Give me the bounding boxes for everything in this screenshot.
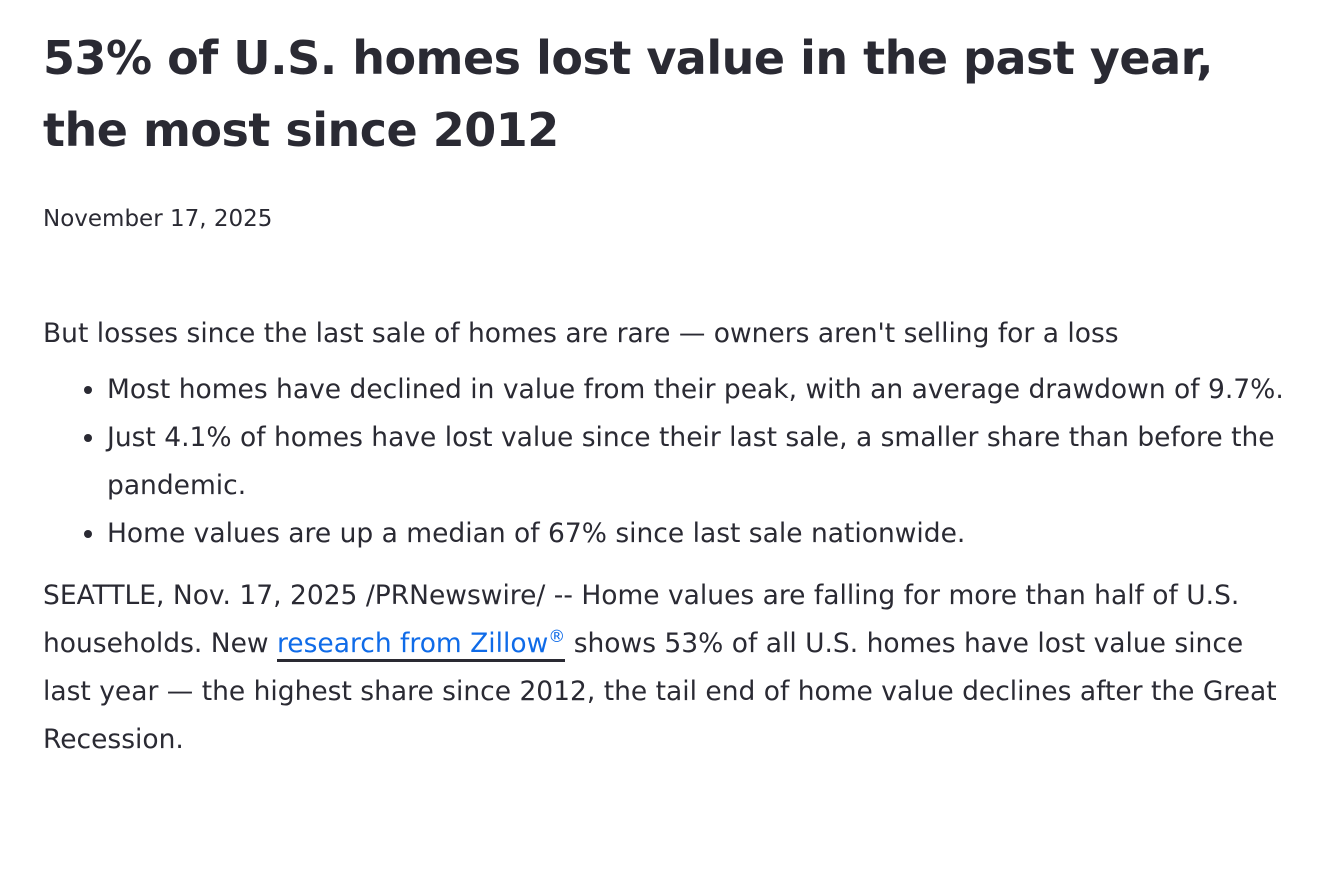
bullet-item: Just 4.1% of homes have lost value since… xyxy=(107,414,1303,510)
registered-mark[interactable]: ® xyxy=(548,627,566,648)
body-text: shows 53% of all U.S. homes have lost va… xyxy=(43,628,1277,755)
zillow-research-link[interactable]: research from Zillow® xyxy=(276,627,566,662)
bullet-item: Most homes have declined in value from t… xyxy=(107,366,1303,414)
headline: 53% of U.S. homes lost value in the past… xyxy=(43,31,1214,157)
publish-date: November 17, 2025 xyxy=(43,206,273,232)
body-text: SEATTLE, Nov. 17, 2025 /PRNewswire/ -- H… xyxy=(43,580,1240,659)
link-text[interactable]: research from Zillow xyxy=(276,628,549,659)
article: 53% of U.S. homes lost value in the past… xyxy=(43,22,1303,764)
subheadline: But losses since the last sale of homes … xyxy=(43,318,1119,349)
bullet-list: Most homes have declined in value from t… xyxy=(43,366,1303,558)
bullet-item: Home values are up a median of 67% since… xyxy=(107,510,1303,558)
body-paragraph: SEATTLE, Nov. 17, 2025 /PRNewswire/ -- H… xyxy=(43,572,1288,764)
